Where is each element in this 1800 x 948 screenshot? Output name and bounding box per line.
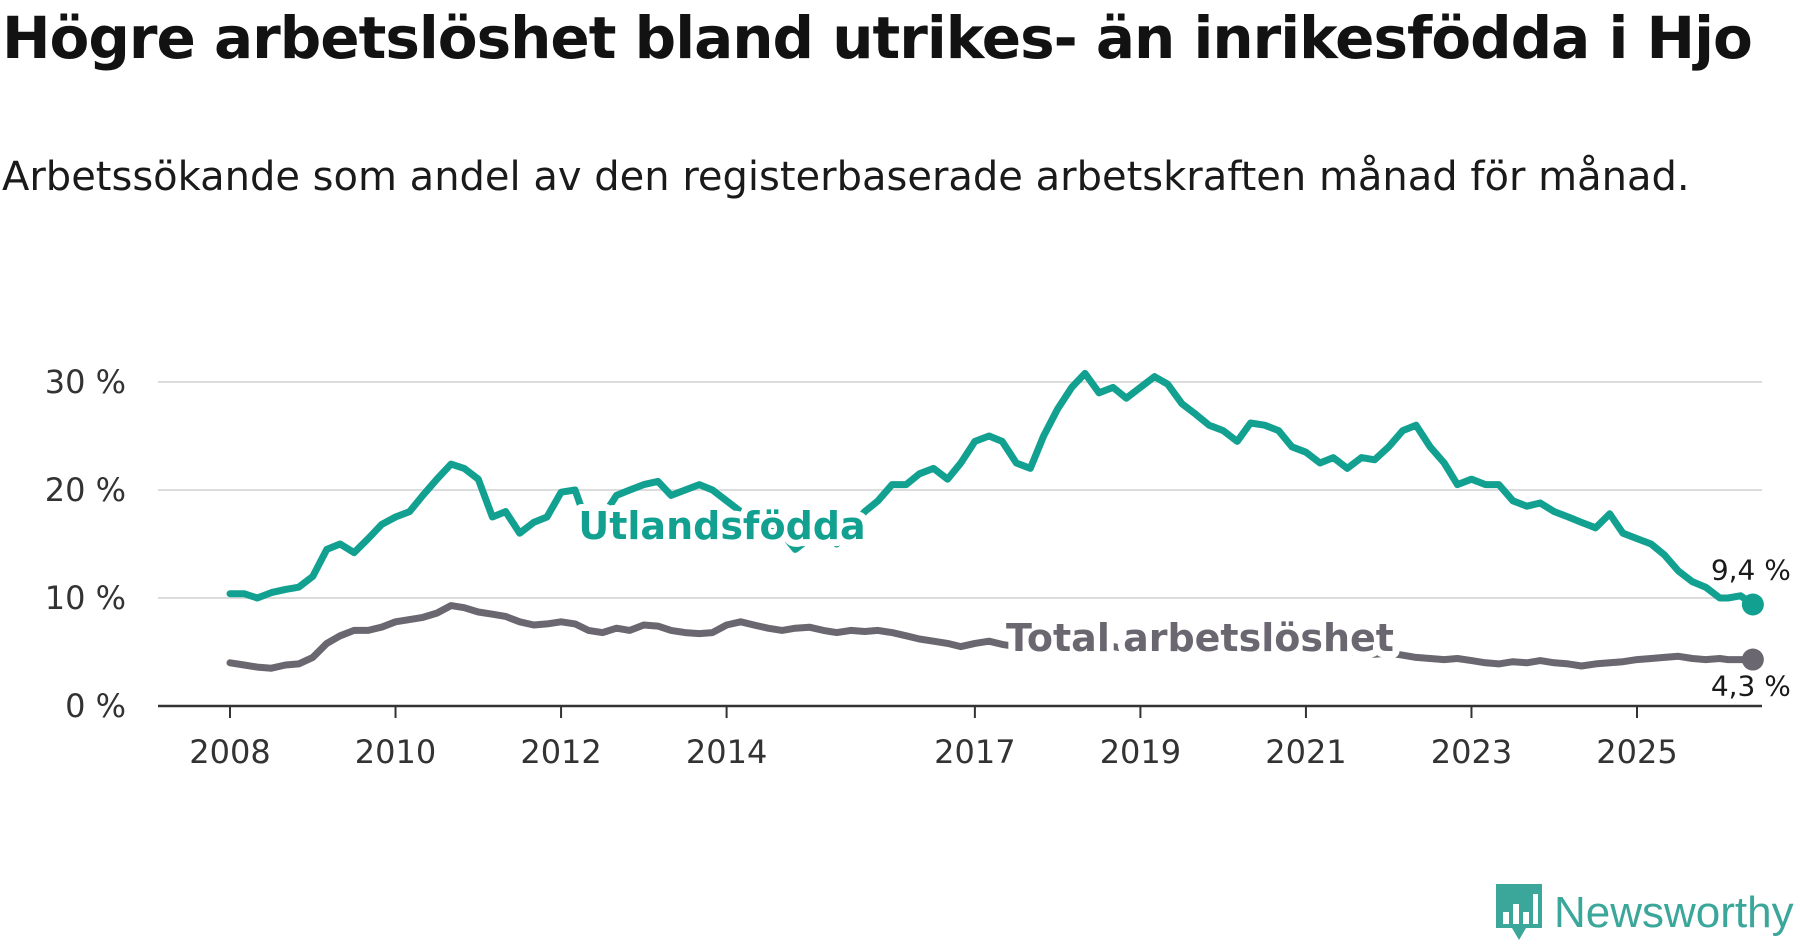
y-tick-label: 10 % (45, 579, 126, 617)
newsworthy-logo-icon (1496, 884, 1542, 940)
y-tick-label: 0 % (65, 687, 126, 725)
end-point-utlandsf-dda (1741, 593, 1764, 616)
x-tick-label: 2008 (189, 733, 270, 771)
y-tick-label: 30 % (45, 363, 126, 401)
end-point-total-arbetsl-shet (1741, 648, 1764, 671)
x-tick-label: 2010 (355, 733, 436, 771)
y-tick-label: 20 % (45, 471, 126, 509)
x-tick-label: 2023 (1431, 733, 1512, 771)
x-tick-label: 2014 (686, 733, 767, 771)
series-name-label: Total arbetslöshet (1006, 616, 1394, 660)
x-tick-label: 2012 (520, 733, 601, 771)
x-tick-label: 2017 (934, 733, 1015, 771)
series-name-label: Utlandsfödda (578, 504, 865, 548)
brand-name: Newsworthy (1554, 888, 1794, 937)
series-lines (226, 369, 1764, 672)
chart-title: Högre arbetslöshet bland utrikes- än inr… (2, 4, 1753, 72)
x-tick-label: 2021 (1265, 733, 1346, 771)
end-value-label-utlandsf-dda: 9,4 % (1711, 553, 1791, 586)
y-axis-ticks: 0 % 10 % 20 % 30 % (45, 363, 126, 725)
chart-subtitle: Arbetssökande som andel av den registerb… (2, 154, 1690, 200)
series-line-total-arbetsl-shet (226, 602, 1757, 672)
end-value-label-total-arbetsl-shet: 4,3 % (1711, 670, 1791, 703)
x-tick-label: 2025 (1596, 733, 1677, 771)
x-axis-ticks: 2008 2010 2012 2014 2017 2019 2021 2023 2025 (189, 706, 1678, 771)
series-labels: 9,4 % 4,3 % Utlandsfödda Total arbetslöshet (571, 497, 1795, 707)
series-line-utlandsf-dda (226, 369, 1757, 608)
x-tick-label: 2019 (1100, 733, 1181, 771)
gridlines (158, 381, 1762, 599)
newsworthy-logo: Newsworthy (1494, 878, 1794, 948)
